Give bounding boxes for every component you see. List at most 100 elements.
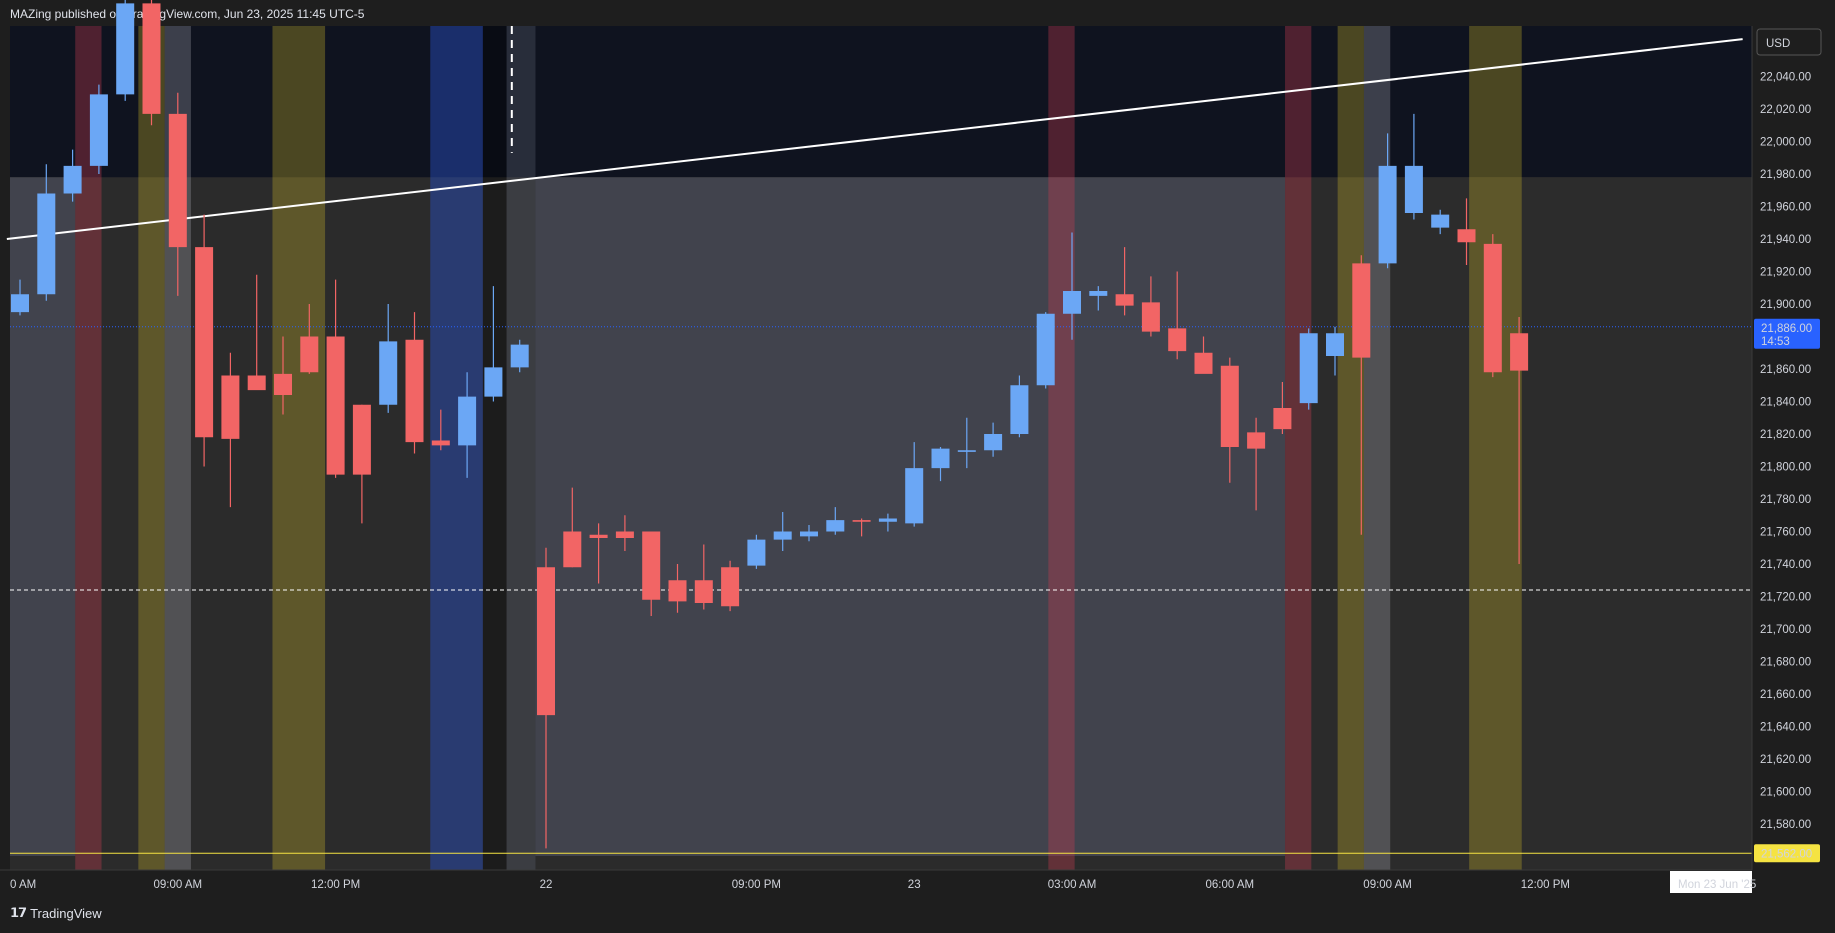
price-tick-11: 21,820.00 — [1760, 429, 1811, 441]
candle-body-57 — [1510, 333, 1529, 371]
last-price-value: 21,886.00 — [1761, 323, 1812, 335]
candle-body-30 — [800, 531, 818, 537]
time-axis: 0 AM 09:00 AM 12:00 PM 22 09:00 PM 23 03:00 AM… — [0, 869, 1756, 900]
candle-body-13 — [352, 404, 371, 475]
candle-body-48 — [1273, 408, 1292, 430]
candle-body-15 — [405, 339, 424, 443]
candle-body-52 — [1378, 165, 1397, 264]
candle-29 — [773, 512, 792, 551]
candle-40 — [1063, 232, 1081, 340]
price-tick-9: 21,860.00 — [1760, 364, 1811, 376]
candle-body-32 — [852, 520, 871, 522]
candle-2 — [63, 149, 82, 202]
candle-body-12 — [326, 336, 345, 475]
candle-10 — [274, 336, 292, 415]
price-tick-10: 21,840.00 — [1760, 397, 1811, 409]
candle-17 — [458, 372, 477, 478]
candles — [11, 0, 1529, 849]
session-zone-right — [1390, 177, 1752, 856]
candle-20 — [537, 547, 555, 849]
candle-body-1 — [37, 193, 56, 295]
candle-body-45 — [1194, 352, 1213, 374]
candle-body-35 — [931, 448, 950, 469]
candle-body-19 — [510, 344, 529, 368]
candle-50 — [1326, 326, 1344, 376]
candle-body-55 — [1457, 229, 1476, 243]
candle-45 — [1194, 336, 1213, 374]
time-tick-8: 09:00 AM — [1363, 879, 1412, 891]
candle-body-39 — [1036, 313, 1055, 386]
candle-body-56 — [1483, 243, 1502, 373]
price-tick-5: 21,940.00 — [1760, 234, 1811, 246]
candle-55 — [1457, 198, 1476, 265]
session-band-5 — [482, 26, 507, 870]
time-tick-4: 09:00 PM — [732, 879, 781, 891]
candle-body-23 — [615, 531, 634, 538]
brand-name: TradingView — [30, 905, 102, 921]
candle-36 — [957, 417, 976, 469]
candle-13 — [352, 404, 371, 524]
candle-body-31 — [826, 520, 845, 532]
session-band-7 — [1048, 26, 1075, 870]
candle-44 — [1168, 271, 1187, 360]
candle-body-18 — [484, 367, 503, 397]
tradingview-logo[interactable]: 𝟭𝟳 TradingView — [10, 905, 102, 921]
candle-6 — [168, 92, 187, 296]
candle-25 — [668, 564, 687, 613]
candle-body-20 — [537, 567, 555, 716]
currency-box — [1756, 28, 1822, 56]
candle-57 — [1510, 317, 1529, 564]
price-tick-21: 21,620.00 — [1760, 754, 1811, 766]
candle-24 — [642, 531, 661, 616]
price-tick-19: 21,660.00 — [1760, 689, 1811, 701]
candle-30 — [800, 525, 818, 542]
candle-body-54 — [1431, 214, 1450, 228]
candle-body-2 — [63, 165, 82, 194]
cursor-date-label: Mon 23 Jun '25 — [1678, 879, 1756, 891]
candle-51 — [1352, 255, 1371, 535]
candle-8 — [221, 352, 240, 508]
price-tick-1: 22,020.00 — [1760, 104, 1811, 116]
time-tick-7: 06:00 AM — [1206, 879, 1255, 891]
candle-21 — [563, 487, 582, 568]
session-band-3 — [272, 26, 326, 870]
candle-54 — [1431, 209, 1450, 235]
low-price-badge — [1754, 844, 1820, 863]
candle-body-41 — [1089, 291, 1108, 296]
candle-14 — [379, 304, 398, 413]
tradingview-logo-icon: 𝟭𝟳 — [10, 905, 27, 920]
candle-4 — [116, 0, 135, 101]
candle-37 — [984, 422, 1003, 457]
session-band-1 — [138, 26, 165, 870]
candle-body-9 — [247, 375, 266, 391]
time-axis-background — [0, 870, 1752, 900]
price-tick-13: 21,780.00 — [1760, 494, 1811, 506]
price-tick-22: 21,600.00 — [1760, 787, 1811, 799]
upper-zone — [10, 26, 1752, 178]
price-tick-7: 21,900.00 — [1760, 299, 1811, 311]
candle-body-43 — [1141, 302, 1160, 332]
price-tick-20: 21,640.00 — [1760, 722, 1811, 734]
time-tick-2: 12:00 PM — [311, 879, 360, 891]
price-tick-2: 22,000.00 — [1760, 137, 1811, 149]
price-axis: USD 22,040.00 22,020.00 22,000.00 21,980.00 2… — [1751, 26, 1835, 870]
session-band-6 — [506, 26, 536, 870]
candle-body-27 — [721, 567, 740, 607]
trend-line — [6, 38, 1743, 240]
price-axis-background — [1752, 26, 1835, 870]
price-tick-12: 21,800.00 — [1760, 462, 1811, 474]
candle-0 — [11, 279, 29, 316]
candle-46 — [1220, 357, 1239, 483]
session-band-10 — [1363, 26, 1391, 870]
price-tick-3: 21,980.00 — [1760, 169, 1811, 181]
candle-28 — [747, 534, 766, 569]
candle-26 — [694, 544, 713, 610]
chart-lines — [6, 26, 1752, 854]
candle-body-0 — [11, 294, 29, 313]
price-tick-14: 21,760.00 — [1760, 527, 1811, 539]
candle-body-22 — [589, 534, 608, 538]
price-tick-17: 21,700.00 — [1760, 624, 1811, 636]
price-tick-6: 21,920.00 — [1760, 267, 1811, 279]
candle-56 — [1483, 234, 1502, 378]
